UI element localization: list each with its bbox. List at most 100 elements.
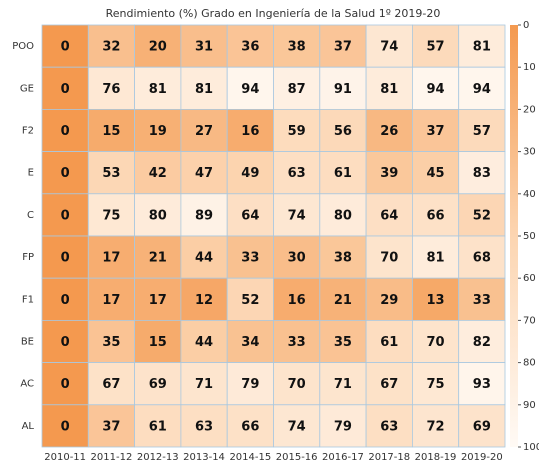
y-tick-label: GE xyxy=(20,83,34,94)
cell-label: 89 xyxy=(195,208,213,223)
heatmap-cell xyxy=(273,66,321,110)
cell-label: 13 xyxy=(427,293,445,308)
cell-label: 57 xyxy=(473,124,491,139)
cell-label: 39 xyxy=(380,166,398,181)
heatmap-cell xyxy=(319,362,367,406)
heatmap-cell xyxy=(411,319,460,363)
cell-label: 61 xyxy=(149,419,167,434)
colorbar-tick-label: 40 xyxy=(523,189,536,200)
cell-label: 81 xyxy=(473,40,491,55)
cell-label: 52 xyxy=(241,293,259,308)
cell-label: 0 xyxy=(61,251,70,266)
heatmap-cell xyxy=(319,66,367,110)
cell-label: 21 xyxy=(334,293,352,308)
y-tick-label: POO xyxy=(12,41,34,52)
cell-label: 75 xyxy=(102,208,120,223)
x-tick-label: 2014-15 xyxy=(229,452,271,463)
heatmap-cell xyxy=(319,277,367,321)
heatmap-cell xyxy=(411,151,460,195)
cell-label: 44 xyxy=(195,335,213,350)
cell-label: 71 xyxy=(195,377,213,392)
cell-label: 37 xyxy=(102,419,120,434)
cell-label: 87 xyxy=(288,82,306,97)
y-tick-label: FP xyxy=(22,252,34,263)
y-tick-label: F2 xyxy=(22,126,34,137)
cell-label: 79 xyxy=(334,419,352,434)
heatmap-cell xyxy=(458,319,506,363)
heatmap-cell xyxy=(458,404,506,448)
heatmap-cell xyxy=(365,319,413,363)
heatmap-cell xyxy=(411,277,460,321)
cell-label: 83 xyxy=(473,166,491,181)
cell-label: 59 xyxy=(288,124,306,139)
heatmap-cell xyxy=(87,319,136,363)
heatmap-cell xyxy=(273,193,321,237)
cell-label: 32 xyxy=(102,40,120,55)
y-tick-label: AC xyxy=(20,379,34,390)
heatmap-cell xyxy=(319,109,367,153)
cell-label: 0 xyxy=(61,335,70,350)
heatmap-cell xyxy=(365,193,413,237)
x-tick-label: 2017-18 xyxy=(368,452,410,463)
cell-label: 15 xyxy=(149,335,167,350)
heatmap-cell xyxy=(273,235,321,279)
cell-label: 30 xyxy=(288,251,306,266)
cell-label: 61 xyxy=(334,166,352,181)
heatmap-cell xyxy=(134,404,182,448)
cell-label: 15 xyxy=(102,124,120,139)
cell-label: 81 xyxy=(149,82,167,97)
heatmap-cell xyxy=(87,362,136,406)
cell-label: 31 xyxy=(195,40,213,55)
cell-label: 71 xyxy=(334,377,352,392)
y-tick-label: E xyxy=(28,168,34,179)
cell-label: 0 xyxy=(61,377,70,392)
cell-label: 42 xyxy=(149,166,167,181)
heatmap-cell xyxy=(273,404,321,448)
heatmap-cell xyxy=(319,193,367,237)
heatmap-cell xyxy=(411,66,460,110)
heatmap-cell xyxy=(87,404,136,448)
heatmap-cell xyxy=(134,193,182,237)
heatmap-cell xyxy=(458,151,506,195)
heatmap-cell xyxy=(134,235,182,279)
cell-label: 0 xyxy=(61,40,70,55)
x-tick-label: 2018-19 xyxy=(415,452,457,463)
heatmap-cell xyxy=(365,362,413,406)
heatmap-cell xyxy=(41,277,89,321)
cell-label: 33 xyxy=(241,251,259,266)
cell-label: 69 xyxy=(473,419,491,434)
cell-label: 70 xyxy=(288,377,306,392)
heatmap-cell xyxy=(180,362,228,406)
heatmap-cell xyxy=(458,193,506,237)
heatmap-cell xyxy=(319,404,367,448)
cell-label: 94 xyxy=(427,82,445,97)
heatmap-cell xyxy=(87,109,136,153)
heatmap-cell xyxy=(458,24,506,68)
heatmap-cell xyxy=(41,235,89,279)
cell-label: 64 xyxy=(241,208,259,223)
cell-label: 33 xyxy=(473,293,491,308)
cell-label: 63 xyxy=(380,419,398,434)
colorbar-tick-label: 90 xyxy=(523,400,536,411)
x-tick-label: 2016-17 xyxy=(322,452,364,463)
heatmap-cell xyxy=(226,109,274,153)
heatmap-cell xyxy=(319,151,367,195)
heatmap-cell xyxy=(180,66,228,110)
cell-label: 12 xyxy=(195,293,213,308)
cell-label: 0 xyxy=(61,166,70,181)
heatmap-cell xyxy=(180,319,228,363)
heatmap-cell xyxy=(365,404,413,448)
cell-label: 17 xyxy=(102,251,120,266)
heatmap-cell xyxy=(319,319,367,363)
cell-label: 0 xyxy=(61,124,70,139)
cell-label: 94 xyxy=(473,82,491,97)
heatmap-cell xyxy=(273,151,321,195)
cell-label: 93 xyxy=(473,377,491,392)
cell-label: 27 xyxy=(195,124,213,139)
heatmap-cell xyxy=(458,277,506,321)
cell-label: 80 xyxy=(334,208,352,223)
heatmap-cell xyxy=(226,193,274,237)
cell-label: 67 xyxy=(380,377,398,392)
cell-label: 70 xyxy=(427,335,445,350)
